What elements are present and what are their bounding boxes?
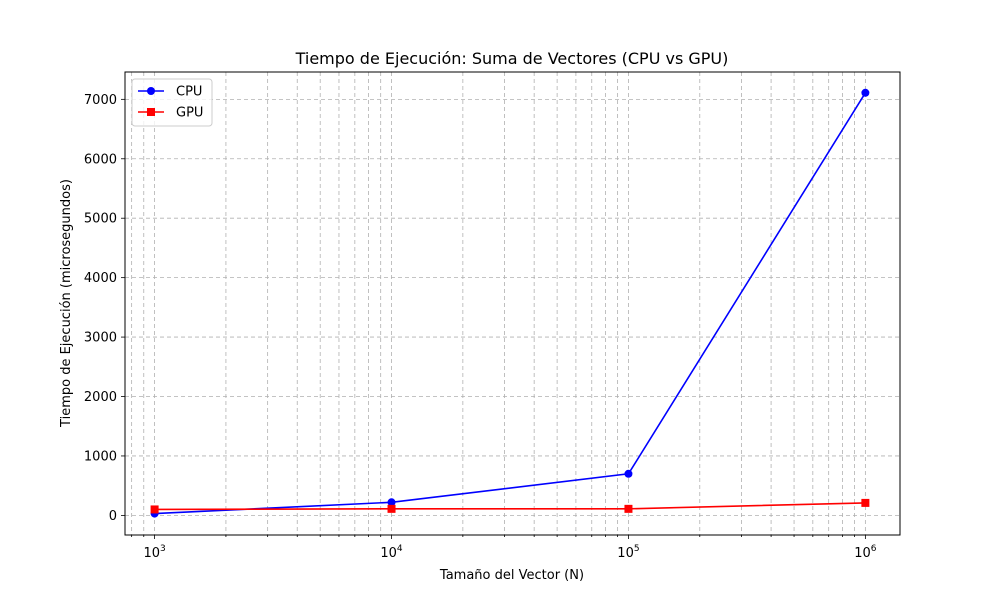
y-tick-label: 0 xyxy=(109,509,117,524)
legend-cpu-marker xyxy=(147,87,155,95)
legend: CPU GPU xyxy=(131,78,213,127)
legend-gpu-label: GPU xyxy=(176,106,203,121)
x-tick-label: 104 xyxy=(380,544,403,561)
chart-title: Tiempo de Ejecución: Suma de Vectores (C… xyxy=(295,49,729,68)
y-tick-label: 1000 xyxy=(84,449,117,464)
x-axis-label: Tamaño del Vector (N) xyxy=(439,568,584,583)
gpu-point xyxy=(387,504,396,513)
gpu-series-line xyxy=(154,502,866,511)
y-tick-label: 4000 xyxy=(84,271,117,286)
cpu-point xyxy=(624,469,633,478)
legend-cpu-label: CPU xyxy=(176,85,202,100)
gpu-point xyxy=(150,505,159,514)
axis-ticks: 0 1000 2000 3000 4000 5000 6000 7000 103 104 105 10… xyxy=(84,93,877,561)
gpu-point xyxy=(624,504,633,513)
y-tick-label: 6000 xyxy=(84,152,117,167)
cpu-point xyxy=(387,498,396,507)
series xyxy=(150,88,870,518)
y-axis-label: Tiempo de Ejecución (microsegundos) xyxy=(59,179,74,428)
legend-gpu-marker xyxy=(147,108,155,116)
y-tick-label: 7000 xyxy=(84,93,117,108)
cpu-series-line xyxy=(154,92,867,515)
gpu-point xyxy=(861,498,870,507)
x-tick-label: 105 xyxy=(617,544,639,561)
y-tick-label: 5000 xyxy=(84,212,117,227)
x-tick-label: 103 xyxy=(143,544,165,561)
y-tick-label: 2000 xyxy=(84,390,117,405)
x-tick-label: 106 xyxy=(854,544,877,561)
cpu-point xyxy=(861,88,870,97)
plot-frame xyxy=(124,71,901,536)
y-tick-label: 3000 xyxy=(84,331,117,346)
grid xyxy=(125,72,900,535)
